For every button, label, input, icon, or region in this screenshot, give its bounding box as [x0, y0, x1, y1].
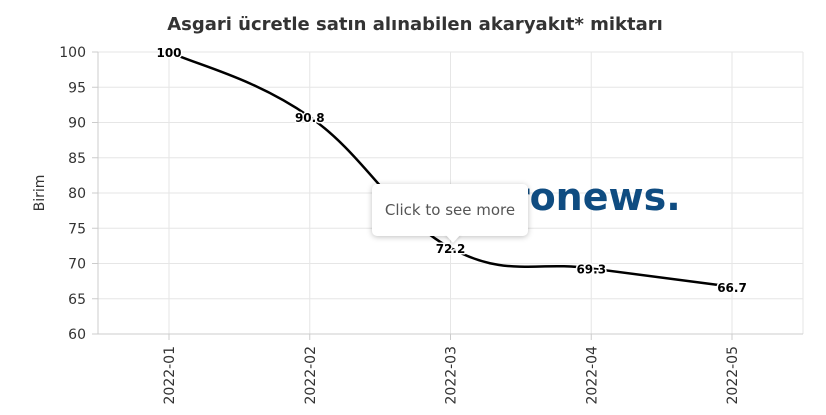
y-tick-label: 80 — [68, 186, 86, 202]
x-tick-label: 2022-02 — [303, 346, 319, 405]
series-line — [168, 50, 733, 289]
watermark-text: euronews. — [458, 175, 681, 219]
data-label: 69.3 — [576, 262, 606, 276]
click-to-see-more-tooltip[interactable]: Click to see more — [372, 184, 528, 236]
data-label: 66.7 — [717, 281, 747, 295]
y-tick-label: 70 — [68, 257, 86, 273]
data-label: 100 — [156, 46, 181, 60]
data-label: 72.2 — [436, 242, 466, 256]
y-tick-label: 90 — [68, 116, 86, 132]
x-tick-label: 2022-04 — [584, 346, 600, 405]
y-tick-label: 95 — [68, 80, 86, 96]
y-axis: 60 65 70 75 80 85 90 95 100 — [59, 45, 99, 343]
series-line-group — [168, 50, 733, 289]
y-tick-label: 75 — [68, 221, 86, 237]
chart-title: Asgari ücretle satın alınabilen akaryakı… — [167, 14, 663, 35]
y-tick-label: 65 — [68, 292, 86, 308]
x-tick-label: 2022-03 — [444, 346, 460, 405]
x-tick-label: 2022-01 — [162, 346, 178, 405]
watermark-logo: euronews. — [458, 175, 681, 219]
y-tick-label: 60 — [68, 327, 86, 343]
y-tick-label: 100 — [59, 45, 86, 61]
y-axis-label: Birim — [32, 175, 48, 212]
y-tick-label: 85 — [68, 151, 86, 167]
tooltip-text: Click to see more — [384, 201, 516, 219]
x-tick-label: 2022-05 — [725, 346, 741, 405]
data-label: 90.8 — [295, 111, 325, 125]
data-labels: 100 90.8 72.2 69.3 66.7 — [155, 45, 748, 297]
x-axis: 2022-01 2022-02 2022-03 2022-04 2022-05 — [98, 333, 803, 405]
tooltip-caret — [445, 234, 461, 243]
